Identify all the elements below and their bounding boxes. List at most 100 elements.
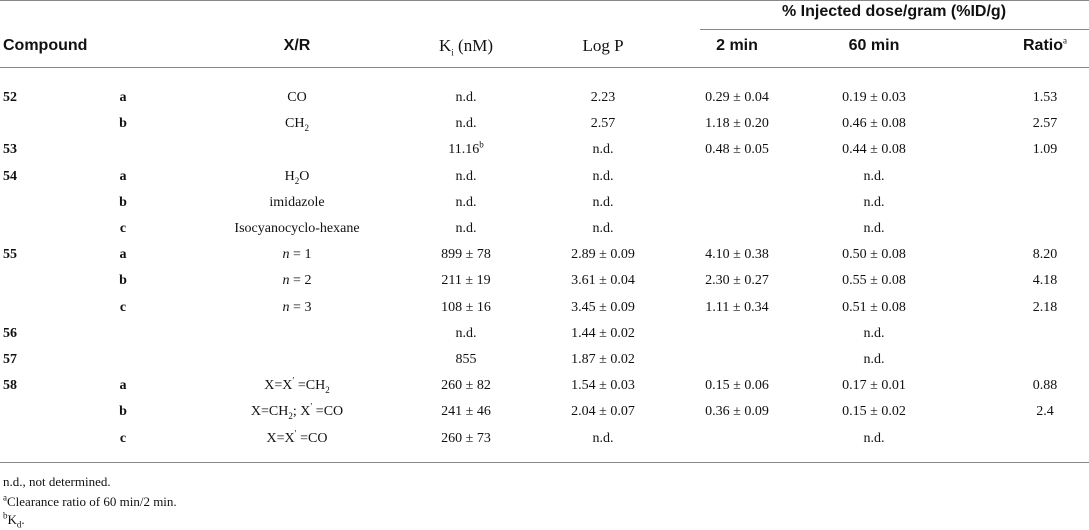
cell-2min: 1.18 ± 0.20	[705, 116, 769, 131]
header-compound: Compound	[3, 37, 88, 54]
footnote-b-k: K	[7, 512, 17, 527]
cell-subletter: c	[119, 431, 127, 446]
cell-ki: 899 ± 78	[441, 247, 491, 262]
header-ki-symbol: K	[439, 36, 452, 55]
cell-logp: 2.23	[590, 90, 616, 105]
cell-2min: 1.11 ± 0.34	[705, 300, 769, 315]
cell-xr: X=X′ =CO	[266, 428, 328, 446]
cell-60min: 0.50 ± 0.08	[842, 247, 906, 262]
cell-ratio: 0.88	[1032, 378, 1058, 393]
cell-logp: 1.44 ± 0.02	[571, 326, 635, 341]
cell-compound: 53	[3, 142, 17, 157]
header-ki-subscript: i	[451, 47, 454, 58]
cell-subletter: c	[119, 300, 127, 315]
cell-ki: 211 ± 19	[441, 273, 491, 288]
cell-ki: 260 ± 73	[441, 431, 491, 446]
cell-60min: n.d.	[863, 326, 885, 341]
cell-subletter: a	[119, 378, 127, 393]
cell-60min: n.d.	[863, 195, 885, 210]
cell-compound: 57	[3, 352, 17, 367]
cell-60min: 0.19 ± 0.03	[842, 90, 906, 105]
cell-60min: n.d.	[863, 352, 885, 367]
cell-ki: n.d.	[455, 221, 477, 236]
group-header-rule	[700, 29, 1089, 30]
cell-60min: 0.51 ± 0.08	[842, 300, 906, 315]
cell-60min: n.d.	[863, 431, 885, 446]
header-ki: Ki (nM)	[439, 36, 493, 58]
cell-subletter: b	[119, 404, 127, 419]
header-2min: 2 min	[716, 37, 758, 54]
cell-ki: 241 ± 46	[441, 404, 491, 419]
cell-xr: imidazole	[269, 195, 325, 210]
cell-logp: n.d.	[592, 169, 614, 184]
header-xr: X/R	[283, 37, 311, 54]
cell-2min: 0.36 ± 0.09	[705, 404, 769, 419]
cell-2min: 0.48 ± 0.05	[705, 142, 769, 157]
footnote-nd: n.d., not determined.	[3, 474, 111, 489]
footnote-b-end: .	[21, 512, 25, 527]
cell-ratio: 8.20	[1032, 247, 1058, 262]
cell-ratio: 2.4	[1036, 404, 1054, 419]
cell-ki: n.d.	[455, 195, 477, 210]
header-bottom-rule	[0, 67, 1089, 68]
header-ratio: Ratioa	[1023, 35, 1067, 55]
cell-xr: n = 2	[282, 273, 312, 288]
table-bottom-rule	[0, 462, 1089, 463]
cell-ratio: 4.18	[1032, 273, 1058, 288]
cell-ki: n.d.	[455, 116, 477, 131]
cell-xr: X=CH2; X′ =CO	[250, 401, 344, 421]
cell-logp: 3.45 ± 0.09	[571, 300, 635, 315]
cell-logp: n.d.	[592, 195, 614, 210]
cell-ratio: 2.57	[1032, 116, 1058, 131]
header-logp: Log P	[582, 36, 624, 55]
footnote-a-mark: a	[3, 492, 7, 503]
cell-subletter: c	[119, 221, 127, 236]
cell-subletter: a	[119, 247, 127, 262]
cell-logp: 1.54 ± 0.03	[571, 378, 635, 393]
cell-ki: 260 ± 82	[441, 378, 491, 393]
header-ki-unit: (nM)	[453, 36, 493, 55]
cell-logp: 2.57	[590, 116, 616, 131]
cell-logp: 2.89 ± 0.09	[571, 247, 635, 262]
cell-ki: 108 ± 16	[441, 300, 491, 315]
cell-xr: CH2	[285, 116, 309, 133]
top-rule	[0, 0, 1089, 1]
cell-2min: 0.29 ± 0.04	[705, 90, 769, 105]
header-ratio-label: Ratio	[1023, 37, 1063, 54]
cell-xr: n = 3	[282, 300, 312, 315]
cell-subletter: b	[119, 273, 127, 288]
group-header-injected-dose: % Injected dose/gram (%ID/g)	[781, 3, 1007, 20]
cell-xr: H2O	[284, 169, 310, 186]
cell-logp: n.d.	[592, 221, 614, 236]
cell-ki: n.d.	[455, 326, 477, 341]
cell-xr: X=X′ =CH2	[264, 375, 330, 395]
header-ratio-footnote-mark: a	[1063, 35, 1067, 46]
cell-60min: n.d.	[863, 169, 885, 184]
cell-ratio: 1.53	[1032, 90, 1058, 105]
cell-compound: 58	[3, 378, 17, 393]
cell-xr: CO	[287, 90, 307, 105]
cell-60min: 0.15 ± 0.02	[842, 404, 906, 419]
footnote-b-d: d	[16, 519, 22, 530]
cell-ki: 855	[455, 352, 477, 367]
cell-ratio: 2.18	[1032, 300, 1058, 315]
cell-compound: 54	[3, 169, 17, 184]
cell-2min: 2.30 ± 0.27	[705, 273, 769, 288]
cell-logp: 3.61 ± 0.04	[571, 273, 635, 288]
cell-xr: Isocyanocyclo-hexane	[234, 221, 360, 236]
cell-logp: n.d.	[592, 431, 614, 446]
cell-60min: n.d.	[863, 221, 885, 236]
cell-logp: 2.04 ± 0.07	[571, 404, 635, 419]
cell-logp: 1.87 ± 0.02	[571, 352, 635, 367]
cell-60min: 0.17 ± 0.01	[842, 378, 906, 393]
footnote-b: bKd.	[3, 510, 25, 530]
footnote-b-mark: b	[3, 510, 8, 521]
footnote-a-text: Clearance ratio of 60 min/2 min.	[7, 494, 177, 509]
cell-compound: 52	[3, 90, 17, 105]
cell-ki: n.d.	[455, 169, 477, 184]
cell-compound: 55	[3, 247, 17, 262]
cell-60min: 0.44 ± 0.08	[842, 142, 906, 157]
cell-ratio: 1.09	[1032, 142, 1058, 157]
cell-subletter: b	[119, 116, 127, 131]
header-60min: 60 min	[848, 37, 900, 54]
